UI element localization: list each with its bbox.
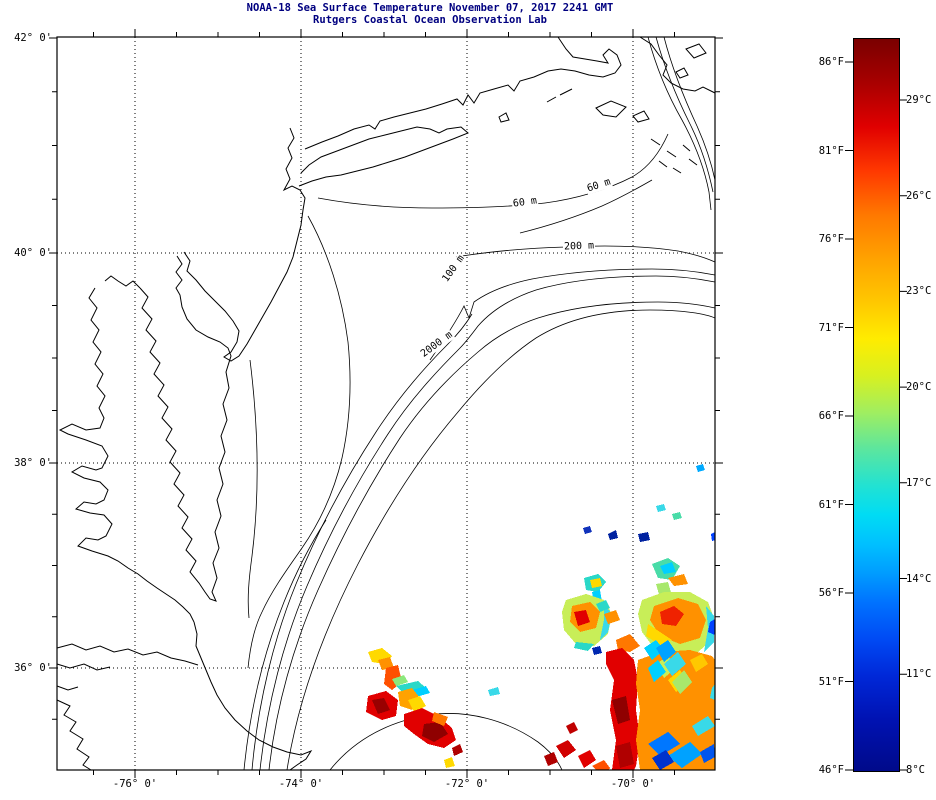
cb-c-26: 26°C: [906, 189, 932, 202]
cb-f-56: 56°F: [818, 587, 844, 599]
contour-label-200m: 200 m: [562, 240, 596, 253]
coastline: [56, 36, 716, 771]
lon-label-70: -70° 0': [610, 778, 656, 790]
cb-f-46: 46°F: [818, 764, 844, 776]
figure-title: NOAA-18 Sea Surface Temperature November…: [246, 2, 614, 14]
cb-f-66: 66°F: [818, 410, 844, 422]
lon-label-72: -72° 0': [444, 778, 490, 790]
figure-subtitle: Rutgers Coastal Ocean Observation Lab: [313, 14, 547, 26]
cb-f-76: 76°F: [818, 233, 844, 245]
colorbar-fahrenheit-ticks: [845, 61, 854, 771]
lat-label-38: 38° 0': [14, 457, 52, 469]
cb-f-61: 61°F: [818, 498, 844, 511]
lat-label-40: 40° 0': [14, 247, 52, 259]
temperature-colorbar: [853, 38, 900, 772]
cb-c-29: 29°C: [906, 94, 932, 106]
cb-c-20: 20°C: [906, 381, 932, 394]
cb-f-81: 81°F: [818, 144, 844, 157]
cb-f-71: 71°F: [818, 321, 844, 334]
cb-c-8: 8°C: [906, 764, 925, 776]
cb-f-51: 51°F: [818, 675, 844, 688]
cb-c-11: 11°C: [906, 668, 932, 681]
cb-c-17: 17°C: [906, 476, 932, 489]
colorbar-celsius-ticks: [899, 99, 907, 771]
sst-patches: [366, 464, 715, 770]
lat-label-42: 42° 0': [14, 32, 52, 44]
lat-label-36: 36° 0': [14, 662, 52, 674]
cb-c-14: 14°C: [906, 572, 932, 585]
cb-c-23: 23°C: [906, 285, 932, 298]
cb-f-86: 86°F: [818, 56, 844, 68]
map-frame: [56, 36, 716, 771]
lon-label-74: -74° 0': [278, 778, 324, 790]
axis-ticks: [49, 29, 723, 778]
lon-label-76: -76° 0': [112, 778, 158, 790]
